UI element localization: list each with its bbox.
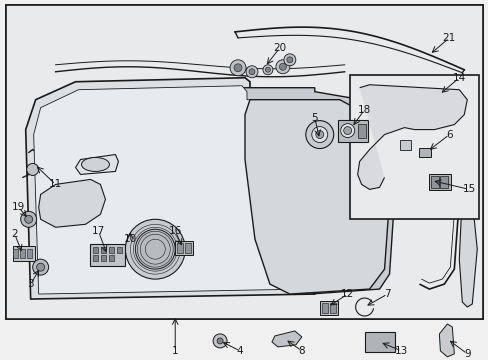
Circle shape	[275, 60, 289, 74]
Circle shape	[125, 219, 185, 279]
Text: 17: 17	[92, 226, 105, 236]
Bar	[364, 332, 394, 352]
Text: 16: 16	[168, 226, 182, 236]
Text: 11: 11	[49, 179, 62, 189]
Circle shape	[315, 131, 323, 139]
Text: 20: 20	[273, 43, 286, 53]
Bar	[90, 244, 125, 266]
Text: 8: 8	[298, 346, 305, 356]
Ellipse shape	[81, 157, 109, 171]
Bar	[13, 246, 35, 261]
Bar	[6, 5, 482, 319]
Polygon shape	[244, 100, 389, 294]
Bar	[6, 5, 482, 319]
Circle shape	[343, 127, 351, 135]
Bar	[93, 247, 98, 253]
Text: 9: 9	[463, 349, 469, 359]
Circle shape	[286, 57, 292, 63]
Bar	[319, 301, 337, 315]
Text: 4: 4	[236, 346, 243, 356]
Circle shape	[245, 66, 258, 78]
Circle shape	[33, 259, 48, 275]
Circle shape	[135, 229, 175, 269]
Text: 10: 10	[123, 234, 137, 244]
Circle shape	[311, 127, 327, 143]
Circle shape	[340, 123, 354, 138]
Bar	[399, 140, 410, 149]
Text: 7: 7	[384, 289, 390, 299]
Bar	[101, 247, 106, 253]
Circle shape	[248, 69, 254, 75]
Bar	[109, 247, 114, 253]
Bar	[321, 303, 327, 313]
Circle shape	[234, 64, 242, 72]
Circle shape	[20, 211, 37, 227]
Polygon shape	[198, 88, 394, 294]
Circle shape	[284, 54, 295, 66]
Polygon shape	[439, 324, 453, 357]
Polygon shape	[397, 114, 456, 199]
Circle shape	[213, 334, 226, 348]
Circle shape	[305, 121, 333, 149]
Bar	[440, 176, 447, 188]
Polygon shape	[26, 78, 314, 299]
Circle shape	[27, 163, 39, 175]
Circle shape	[229, 60, 245, 76]
Text: 3: 3	[27, 279, 34, 289]
Bar	[329, 303, 335, 313]
Bar	[419, 148, 430, 157]
Polygon shape	[39, 179, 105, 227]
Text: 6: 6	[445, 130, 452, 140]
Bar	[175, 241, 193, 255]
Text: 14: 14	[452, 73, 465, 83]
Bar	[185, 243, 191, 253]
Bar	[101, 255, 106, 261]
Polygon shape	[271, 331, 301, 347]
Bar	[13, 249, 18, 258]
Text: 19: 19	[12, 202, 25, 212]
Text: 5: 5	[311, 113, 317, 123]
Text: 18: 18	[357, 105, 370, 114]
Circle shape	[265, 67, 270, 72]
Bar	[117, 247, 122, 253]
Text: 12: 12	[340, 289, 354, 299]
Polygon shape	[75, 154, 118, 175]
Bar	[27, 249, 32, 258]
Bar	[430, 176, 439, 188]
Circle shape	[263, 65, 272, 75]
Text: 21: 21	[442, 33, 455, 43]
Bar	[20, 249, 25, 258]
Polygon shape	[458, 184, 476, 307]
Bar	[93, 255, 98, 261]
Bar	[177, 243, 183, 253]
Text: 2: 2	[11, 229, 18, 239]
Bar	[357, 123, 365, 138]
Bar	[337, 120, 367, 141]
Circle shape	[217, 338, 223, 344]
Text: 1: 1	[172, 346, 178, 356]
Text: 15: 15	[462, 184, 475, 194]
Polygon shape	[34, 86, 304, 294]
Circle shape	[37, 263, 44, 271]
Circle shape	[279, 63, 286, 70]
Circle shape	[25, 215, 33, 223]
Bar	[109, 255, 114, 261]
Bar	[428, 175, 450, 190]
Bar	[349, 75, 478, 219]
Text: 13: 13	[394, 346, 407, 356]
Polygon shape	[357, 85, 467, 189]
